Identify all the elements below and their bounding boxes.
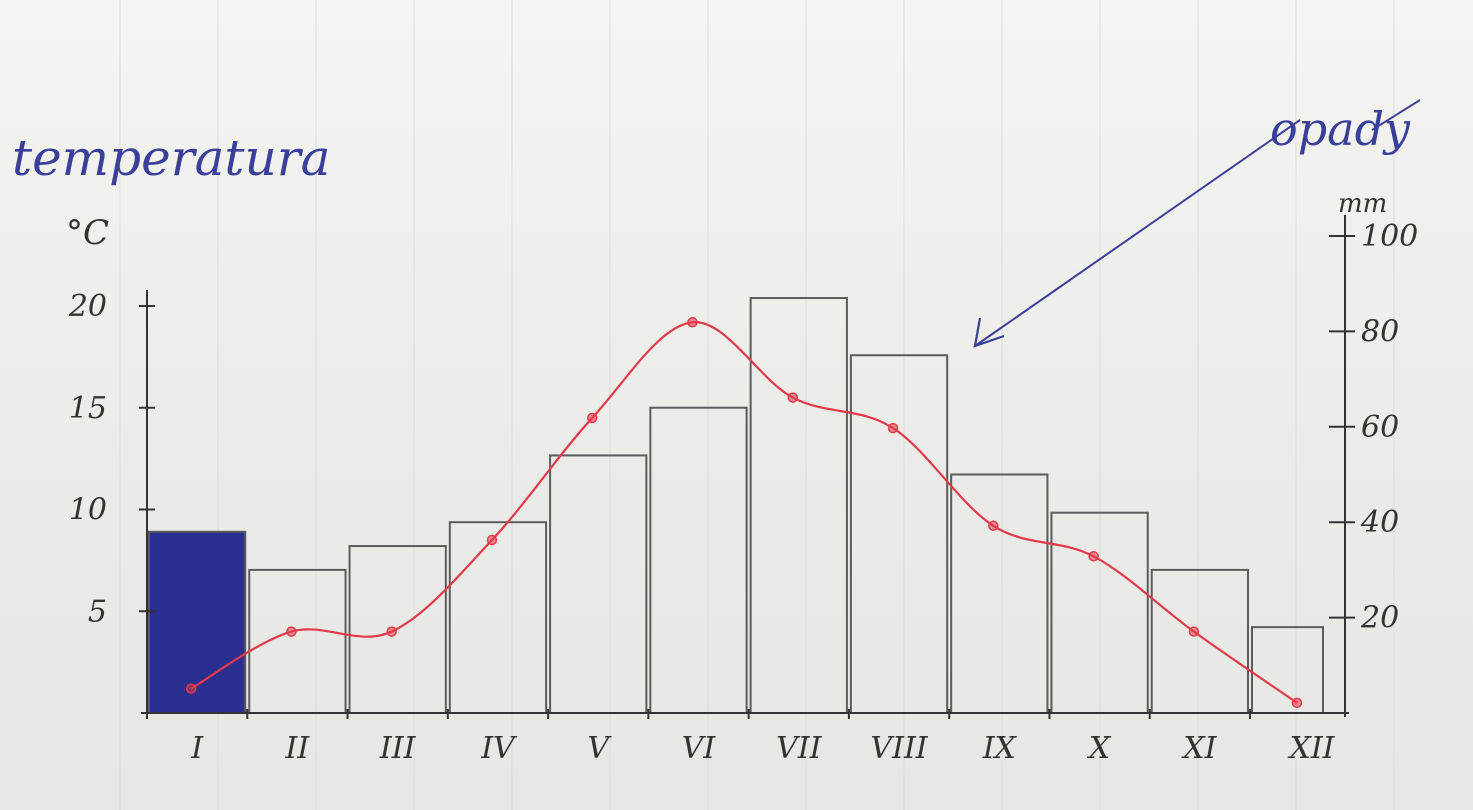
right-tick-label: 60: [1361, 410, 1399, 445]
precip-bar: [849, 354, 949, 714]
label-underline: [1371, 99, 1421, 131]
left-axis-unit: °C: [66, 213, 109, 253]
month-label: IX: [982, 731, 1018, 766]
month-label: III: [379, 731, 417, 766]
left-tick-label: 20: [68, 289, 107, 324]
arrow-shaft: [974, 119, 1301, 347]
month-label: I: [190, 731, 204, 766]
precip-bar: [549, 454, 648, 714]
temperature-point: [185, 683, 197, 694]
month-label: VI: [682, 731, 717, 766]
right-tick-label: 40: [1360, 505, 1399, 540]
right-axis-unit: mm: [1338, 189, 1387, 219]
month-label: XI: [1181, 731, 1217, 766]
left-tick-label: 5: [88, 594, 107, 629]
precip-bar: [950, 473, 1049, 714]
precip-bar: [248, 568, 347, 715]
precip-bar: [448, 521, 548, 715]
month-label: IV: [480, 731, 518, 766]
left-tick-label: 15: [69, 391, 107, 426]
right-tick-label: 20: [1360, 601, 1399, 636]
left-axis-title: temperatura: [12, 129, 330, 187]
temperature-point: [586, 412, 598, 424]
month-label: XII: [1287, 731, 1335, 766]
month-label: X: [1087, 731, 1112, 766]
precip-bar: [148, 530, 247, 714]
temperature-point: [988, 520, 999, 532]
paper-grid: [119, 0, 1395, 810]
right-tick-label: 100: [1361, 219, 1418, 254]
temperature-point: [1291, 697, 1303, 709]
month-label: VII: [776, 731, 823, 766]
left-tick-label: 10: [69, 493, 107, 528]
opady-arrow: [973, 99, 1421, 348]
temperature-point: [687, 317, 698, 328]
temperature-point: [286, 626, 297, 637]
temperature-point: [787, 392, 799, 403]
precip-bar: [649, 406, 748, 714]
temperature-point: [887, 422, 899, 434]
temperature-point: [486, 534, 498, 546]
month-label: II: [285, 731, 311, 766]
month-label: VIII: [870, 731, 928, 766]
precip-bar: [1251, 626, 1324, 715]
right-axis-title: opady: [1270, 102, 1411, 156]
temperature-point: [1088, 551, 1099, 562]
precip-bar: [749, 297, 848, 714]
temperature-point: [1188, 626, 1200, 637]
labels: temperatura °C opady mm: [12, 102, 1411, 253]
temperature-point: [386, 626, 397, 637]
precip-bar: [1150, 568, 1250, 715]
arrow-head: [973, 317, 1005, 348]
temperature-line: [185, 317, 1303, 709]
precipitation-bars: [148, 297, 1324, 715]
right-tick-label: 80: [1361, 314, 1399, 349]
month-label: V: [587, 731, 612, 766]
